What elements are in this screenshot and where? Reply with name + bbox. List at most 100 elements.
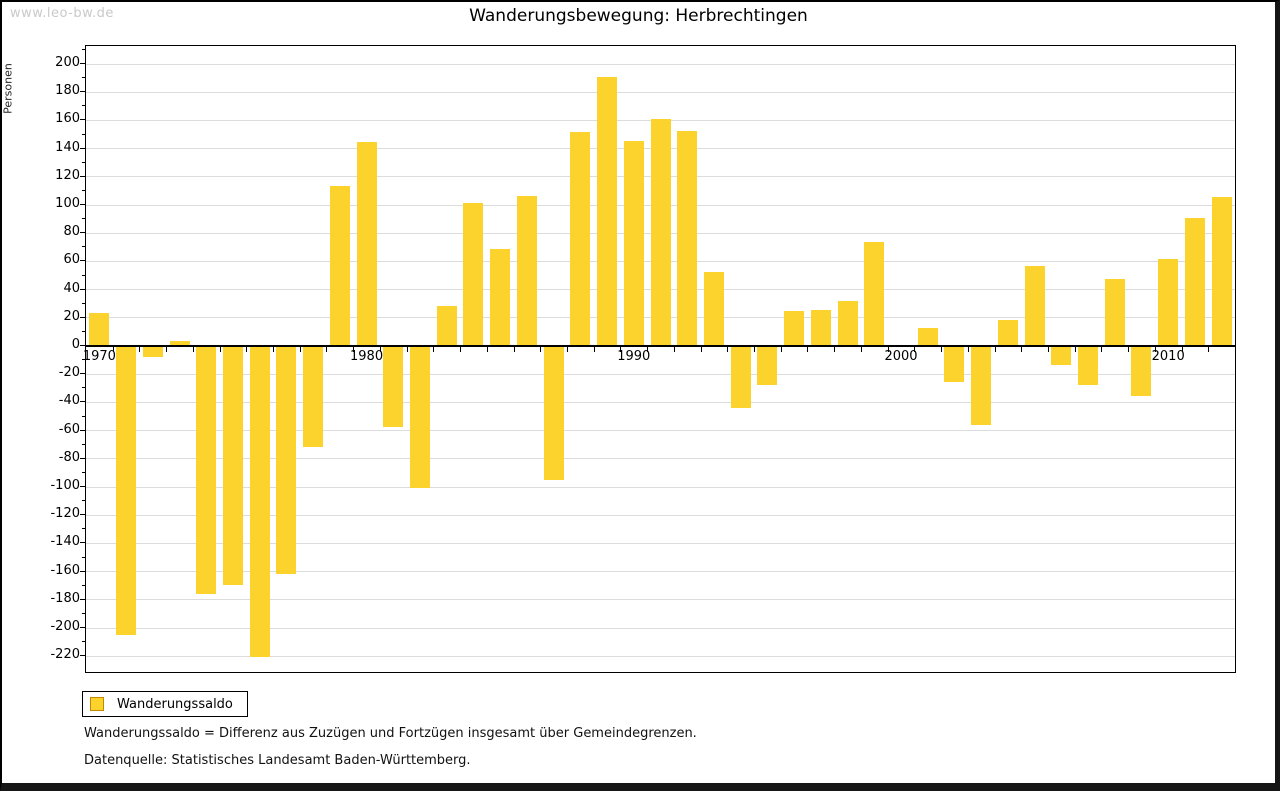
x-axis-tick xyxy=(780,347,782,352)
bar-2011 xyxy=(1184,218,1205,345)
y-axis-major-tick xyxy=(80,655,85,657)
y-tick-label: 120 xyxy=(55,167,80,183)
y-axis-minor-tick xyxy=(82,556,85,558)
bar-2010 xyxy=(1158,258,1179,345)
gridline xyxy=(86,599,1235,601)
y-tick-label: -60 xyxy=(58,421,80,437)
x-axis-tick xyxy=(700,347,702,352)
x-axis-tick xyxy=(807,347,809,352)
x-axis-tick xyxy=(673,347,675,352)
bar-1973 xyxy=(169,340,190,345)
y-tick-label: 20 xyxy=(63,308,80,324)
x-axis-tick xyxy=(566,347,568,352)
x-axis-tick xyxy=(326,347,328,352)
y-tick-label: -120 xyxy=(50,506,80,522)
y-axis-major-tick xyxy=(80,63,85,64)
x-axis-tick xyxy=(192,347,194,352)
x-axis-tick xyxy=(887,347,889,352)
y-axis-minor-tick xyxy=(82,584,85,586)
gridline xyxy=(86,655,1235,657)
x-axis-tick xyxy=(433,347,435,352)
y-axis-minor-tick xyxy=(82,500,85,502)
y-axis-major-tick xyxy=(80,514,85,516)
y-tick-label: 80 xyxy=(63,224,80,240)
x-tick-label: 1980 xyxy=(350,349,384,364)
y-axis-major-tick xyxy=(80,627,85,628)
chart-title: Wanderungsbewegung: Herbrechtingen xyxy=(469,6,808,26)
y-axis-minor-tick xyxy=(82,330,85,332)
bar-1978 xyxy=(303,347,324,448)
gridline xyxy=(86,571,1235,573)
y-axis-major-tick xyxy=(80,598,85,600)
y-axis-minor-tick xyxy=(82,133,85,135)
y-tick-label: -180 xyxy=(50,590,80,606)
x-axis-tick xyxy=(273,347,275,352)
y-axis-major-tick xyxy=(80,175,85,177)
gridline xyxy=(86,542,1235,544)
x-axis-tick xyxy=(406,347,408,352)
y-tick-label: 40 xyxy=(63,280,80,296)
y-axis-major-tick xyxy=(80,316,85,318)
x-axis-tick xyxy=(1208,347,1210,352)
bar-1987 xyxy=(543,347,564,480)
bar-1999 xyxy=(864,242,885,345)
bar-1972 xyxy=(142,347,163,357)
bar-1982 xyxy=(410,347,430,488)
bar-2008 xyxy=(1104,278,1125,345)
y-tick-label: 200 xyxy=(55,55,80,70)
gridline xyxy=(86,91,1235,93)
footnote-definition: Wanderungssaldo = Differenz aus Zuzügen … xyxy=(84,726,697,741)
x-axis-tick xyxy=(620,347,622,352)
y-tick-label: -40 xyxy=(58,393,80,409)
y-tick-label: 160 xyxy=(55,111,80,127)
bar-2002 xyxy=(944,347,965,383)
y-axis-minor-tick xyxy=(82,359,85,361)
y-axis-major-tick xyxy=(80,373,85,375)
y-tick-label: -200 xyxy=(50,619,80,634)
y-axis-minor-tick xyxy=(82,77,85,79)
y-axis-major-tick xyxy=(80,345,85,346)
y-axis-minor-tick xyxy=(82,471,85,473)
x-axis-tick xyxy=(1047,347,1049,352)
x-axis-tick xyxy=(860,347,862,352)
x-axis-tick xyxy=(593,347,595,352)
x-axis-tick xyxy=(299,347,301,352)
x-tick-label: 2000 xyxy=(884,349,918,364)
y-axis-major-tick xyxy=(80,147,85,149)
y-axis-minor-tick xyxy=(82,528,85,530)
x-axis-tick xyxy=(647,347,649,352)
bar-1991 xyxy=(650,119,671,345)
y-tick-label: 180 xyxy=(55,83,80,99)
bar-1990 xyxy=(623,140,644,345)
y-axis-major-tick xyxy=(80,570,85,572)
y-axis-major-tick xyxy=(80,232,85,234)
footnote-source: Datenquelle: Statistisches Landesamt Bad… xyxy=(84,753,471,768)
bar-1975 xyxy=(222,347,243,586)
gridline xyxy=(86,373,1235,375)
bar-1988 xyxy=(570,132,591,345)
y-axis-major-tick xyxy=(80,457,85,459)
bar-1971 xyxy=(116,347,137,635)
bar-1970 xyxy=(89,312,110,345)
y-axis-minor-tick xyxy=(82,443,85,445)
y-axis-minor-tick xyxy=(82,189,85,191)
bar-1981 xyxy=(383,347,404,428)
y-tick-label: 100 xyxy=(55,196,80,211)
y-tick-label: -20 xyxy=(58,365,80,381)
bar-1984 xyxy=(463,202,484,345)
y-axis-major-tick xyxy=(80,486,85,487)
bar-1976 xyxy=(249,347,270,658)
bar-1997 xyxy=(810,309,831,345)
y-axis-major-tick xyxy=(80,288,85,290)
bar-2006 xyxy=(1051,347,1072,366)
x-axis-tick xyxy=(139,347,141,352)
y-axis-minor-tick xyxy=(82,218,85,220)
x-axis-tick xyxy=(834,347,836,352)
x-axis-tick xyxy=(727,347,729,352)
bar-1980 xyxy=(356,141,377,345)
x-axis-tick xyxy=(513,347,515,352)
x-axis-tick xyxy=(486,347,488,352)
gridline xyxy=(86,401,1235,403)
x-axis-tick xyxy=(967,347,969,352)
y-tick-label: -140 xyxy=(50,534,80,550)
